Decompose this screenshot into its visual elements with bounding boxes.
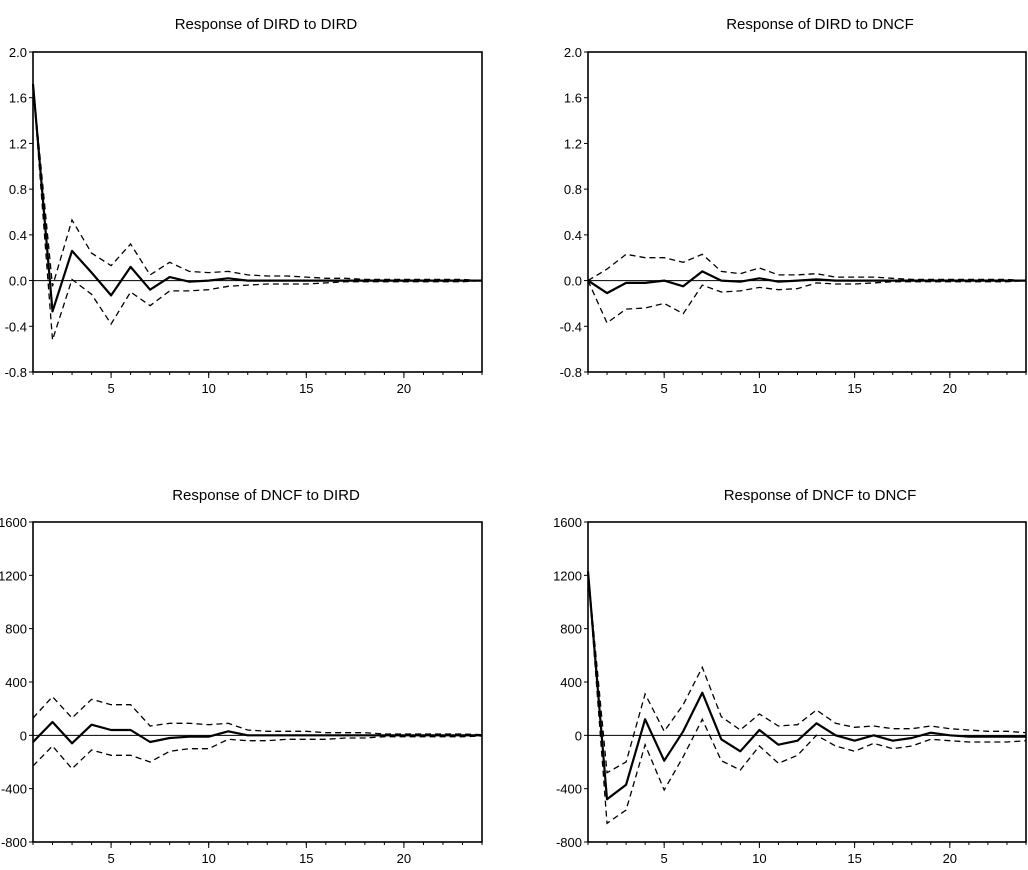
lower-band-line bbox=[32, 735, 483, 770]
y-tick-label: 1600 bbox=[0, 515, 27, 530]
chart-title: Response of DIRD to DNCF bbox=[726, 16, 914, 33]
y-tick-label: 1200 bbox=[553, 568, 582, 583]
plot-frame bbox=[587, 521, 1027, 843]
response-line bbox=[587, 270, 1026, 295]
y-tick-label: 2.0 bbox=[9, 45, 27, 60]
y-tick-label: -0.4 bbox=[560, 319, 582, 334]
plot-frame bbox=[32, 521, 483, 843]
response-line bbox=[31, 83, 482, 313]
x-tick-label: 20 bbox=[397, 381, 411, 396]
x-tick-label: 15 bbox=[299, 381, 313, 396]
y-tick-label: -400 bbox=[556, 782, 582, 797]
y-tick-label: 1.2 bbox=[9, 136, 27, 151]
y-tick-label: 0.0 bbox=[564, 274, 582, 289]
x-tick-label: 15 bbox=[847, 851, 861, 866]
x-tick-label: 10 bbox=[201, 851, 215, 866]
y-tick-label: 0 bbox=[20, 728, 27, 743]
lower-band-line bbox=[587, 279, 1027, 324]
chart-panel-dird-to-dncf: Response of DIRD to DNCF -0.8 -0.4 0.0 0.4 0… bbox=[560, 16, 1027, 396]
y-tick-label: 800 bbox=[560, 622, 582, 637]
y-tick-label: 1600 bbox=[553, 515, 582, 530]
x-tick-label: 20 bbox=[943, 381, 957, 396]
y-tick-label: -800 bbox=[556, 835, 582, 850]
chart-panel-dncf-to-dncf: Response of DNCF to DNCF -800 -400 0 400 800… bbox=[553, 487, 1027, 866]
upper-band-line bbox=[32, 83, 483, 287]
x-tick-label: 5 bbox=[107, 851, 114, 866]
y-tick-label: -0.8 bbox=[560, 365, 582, 380]
y-tick-label: -800 bbox=[1, 835, 27, 850]
y-tick-label: 2.0 bbox=[564, 45, 582, 60]
upper-band-line bbox=[587, 571, 1027, 774]
y-tick-label: 1.6 bbox=[9, 91, 27, 106]
y-tick-label: 1.2 bbox=[564, 136, 582, 151]
x-tick-label: 20 bbox=[397, 851, 411, 866]
y-tick-label: 400 bbox=[5, 675, 27, 690]
y-tick-label: 1200 bbox=[0, 568, 27, 583]
chart-panel-dncf-to-dird: Response of DNCF to DIRD -800 -400 0 400 800… bbox=[0, 487, 483, 866]
lower-band-line bbox=[587, 571, 1027, 825]
chart-panel-dird-to-dird: Response of DIRD to DIRD -0.8 -0.4 0.0 0.4 0… bbox=[5, 16, 483, 396]
y-tick-label: 800 bbox=[5, 622, 27, 637]
x-tick-label: 10 bbox=[752, 381, 766, 396]
x-tick-label: 10 bbox=[752, 851, 766, 866]
response-line bbox=[586, 571, 1026, 801]
plot-frame bbox=[587, 51, 1027, 373]
upper-band-line bbox=[587, 253, 1027, 282]
y-tick-label: 0.4 bbox=[564, 228, 582, 243]
y-tick-label: 0.0 bbox=[9, 274, 27, 289]
y-tick-label: 0 bbox=[575, 728, 582, 743]
y-tick-label: 0.8 bbox=[9, 182, 27, 197]
y-tick-label: -0.4 bbox=[5, 319, 27, 334]
x-tick-label: 15 bbox=[299, 851, 313, 866]
y-tick-label: -0.8 bbox=[5, 365, 27, 380]
lower-band-line bbox=[32, 83, 483, 341]
x-tick-label: 5 bbox=[107, 381, 114, 396]
chart-title: Response of DNCF to DIRD bbox=[172, 487, 360, 504]
x-tick-label: 20 bbox=[943, 851, 957, 866]
y-tick-label: 0.8 bbox=[564, 182, 582, 197]
y-tick-label: 400 bbox=[560, 675, 582, 690]
y-tick-label: 1.6 bbox=[564, 91, 582, 106]
x-tick-label: 15 bbox=[847, 381, 861, 396]
chart-title: Response of DNCF to DNCF bbox=[724, 487, 917, 504]
response-line bbox=[32, 720, 482, 745]
upper-band-line bbox=[32, 695, 483, 736]
x-tick-label: 5 bbox=[661, 851, 668, 866]
chart-title: Response of DIRD to DIRD bbox=[175, 16, 358, 33]
y-tick-label: -400 bbox=[1, 782, 27, 797]
x-tick-label: 10 bbox=[201, 381, 215, 396]
y-tick-label: 0.4 bbox=[9, 228, 27, 243]
x-tick-label: 5 bbox=[661, 381, 668, 396]
plot-frame bbox=[32, 51, 483, 373]
